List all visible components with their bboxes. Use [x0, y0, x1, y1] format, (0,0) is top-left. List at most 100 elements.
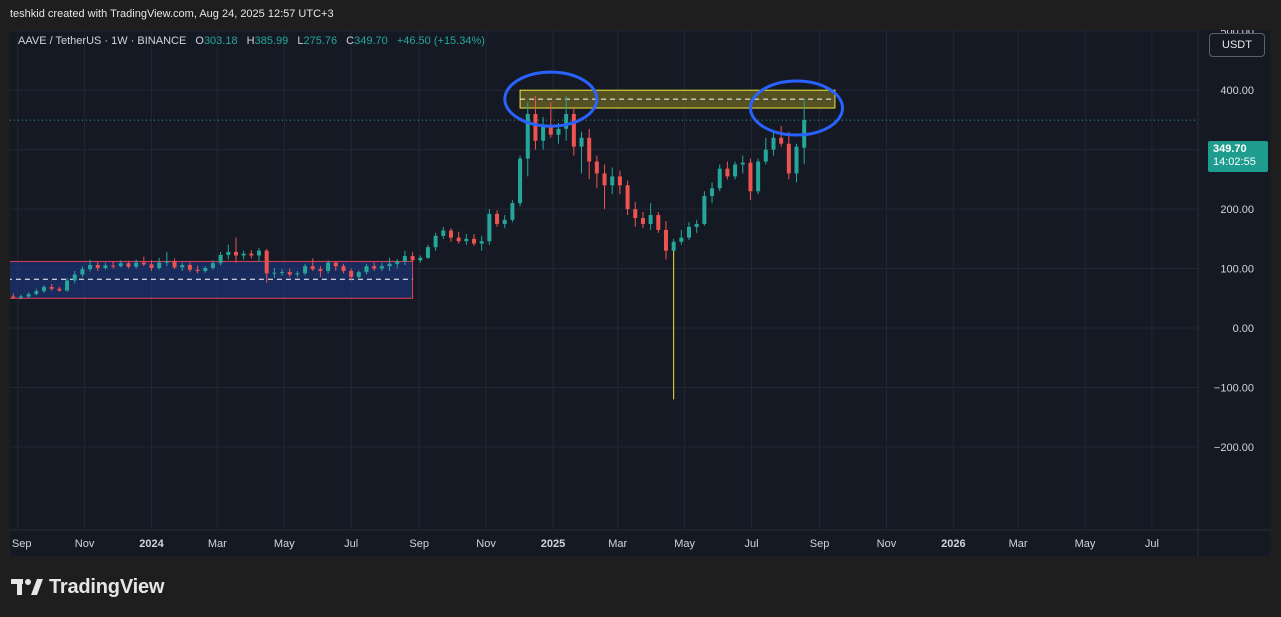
- candle-body: [287, 272, 292, 275]
- y-tick-label: 100.00: [1220, 264, 1254, 276]
- candle: [487, 209, 492, 245]
- x-axis: Sep Nov 2024 Mar May Jul Sep Nov 2025 Mar May Jul Se…: [12, 538, 1159, 550]
- candle: [594, 155, 599, 189]
- candles: [11, 96, 807, 400]
- close-label: C: [346, 35, 355, 47]
- y-tick-label: −200.00: [1214, 442, 1254, 454]
- candle: [694, 219, 699, 233]
- y-tick-label: −100.00: [1214, 382, 1254, 394]
- candle: [280, 269, 285, 276]
- candle-body: [487, 213, 492, 242]
- candle: [410, 251, 415, 262]
- candle-body: [295, 273, 300, 275]
- candle: [733, 161, 738, 180]
- candle: [456, 231, 461, 244]
- tradingview-logo-icon: [11, 576, 43, 598]
- x-tick-label: Sep: [409, 538, 429, 550]
- candle: [564, 96, 569, 141]
- candle: [518, 155, 523, 207]
- candle: [364, 263, 369, 275]
- candle: [272, 267, 277, 279]
- candle-body: [18, 296, 23, 298]
- y-tick-label: 0.00: [1233, 323, 1254, 335]
- brand-name: TradingView: [49, 575, 165, 598]
- candle: [326, 260, 331, 274]
- candle: [663, 220, 668, 260]
- low-label: L: [297, 35, 304, 47]
- symbol-name[interactable]: AAVE / TetherUS · 1W · BINANCE: [18, 35, 187, 47]
- candle: [310, 258, 315, 271]
- candle: [149, 260, 154, 271]
- chart-credit: teshkid created with TradingView.com, Au…: [10, 8, 334, 20]
- candle-body: [65, 280, 70, 291]
- candle: [18, 294, 23, 300]
- candle-body: [80, 269, 85, 275]
- currency-button[interactable]: USDT: [1209, 33, 1265, 57]
- candle-body: [694, 223, 699, 227]
- candle-body: [180, 264, 185, 268]
- candle-body: [341, 266, 346, 271]
- candle: [318, 266, 323, 277]
- x-tick-label: May: [674, 538, 695, 550]
- candle-body: [617, 176, 622, 186]
- candle: [34, 288, 39, 296]
- x-tick-label: 2025: [541, 538, 565, 550]
- candle-body: [372, 266, 377, 269]
- candle-body: [525, 113, 530, 159]
- candle: [95, 261, 100, 271]
- candle-body: [656, 215, 661, 230]
- candle: [464, 234, 469, 245]
- candle-body: [740, 162, 745, 165]
- candle-body: [210, 263, 215, 268]
- candle-body: [779, 137, 784, 144]
- candle-body: [157, 262, 162, 268]
- candle-body: [479, 241, 484, 244]
- candle: [763, 137, 768, 165]
- candle-body: [141, 262, 146, 265]
- candle: [387, 257, 392, 271]
- candle-body: [241, 253, 246, 256]
- candle-body: [387, 263, 392, 267]
- candle-body: [671, 241, 676, 251]
- symbol-legend: AAVE / TetherUS · 1W · BINANCE O303.18 H…: [18, 35, 485, 47]
- candle: [602, 164, 607, 210]
- candle-body: [249, 253, 254, 256]
- candle-body: [349, 270, 354, 277]
- candle-body: [441, 230, 446, 236]
- candle: [418, 255, 423, 263]
- chart-panel[interactable]: 500.00400.00300.00200.00100.000.00−100.0…: [10, 30, 1270, 556]
- candle: [495, 210, 500, 227]
- candle-body: [203, 267, 208, 271]
- candle: [303, 263, 308, 276]
- candle: [679, 229, 684, 245]
- candle-body: [510, 203, 515, 220]
- candle-body: [310, 266, 315, 270]
- candle-body: [495, 213, 500, 224]
- candle: [441, 226, 446, 239]
- candle-body: [195, 269, 200, 271]
- candle-body: [410, 256, 415, 261]
- candle-body: [172, 261, 177, 268]
- x-tick-label: Mar: [208, 538, 227, 550]
- candle-body: [579, 137, 584, 147]
- candle-body: [594, 161, 599, 174]
- low-value: 275.76: [303, 35, 338, 47]
- candle-body: [756, 161, 761, 192]
- candle: [533, 96, 538, 150]
- candle-body: [364, 266, 369, 273]
- candle-body: [395, 261, 400, 264]
- highlight-circle: [503, 70, 599, 128]
- candle: [771, 131, 776, 156]
- candlestick-chart[interactable]: 500.00400.00300.00200.00100.000.00−100.0…: [10, 30, 1270, 556]
- candle: [617, 170, 622, 195]
- candle-body: [233, 251, 238, 256]
- candle-body: [418, 257, 423, 261]
- candle: [656, 212, 661, 233]
- candle: [356, 270, 361, 280]
- candle: [502, 215, 507, 229]
- candle-body: [218, 254, 223, 264]
- candle-body: [34, 291, 39, 295]
- candle-body: [272, 272, 277, 274]
- candle-body: [11, 296, 16, 298]
- candle: [633, 201, 638, 227]
